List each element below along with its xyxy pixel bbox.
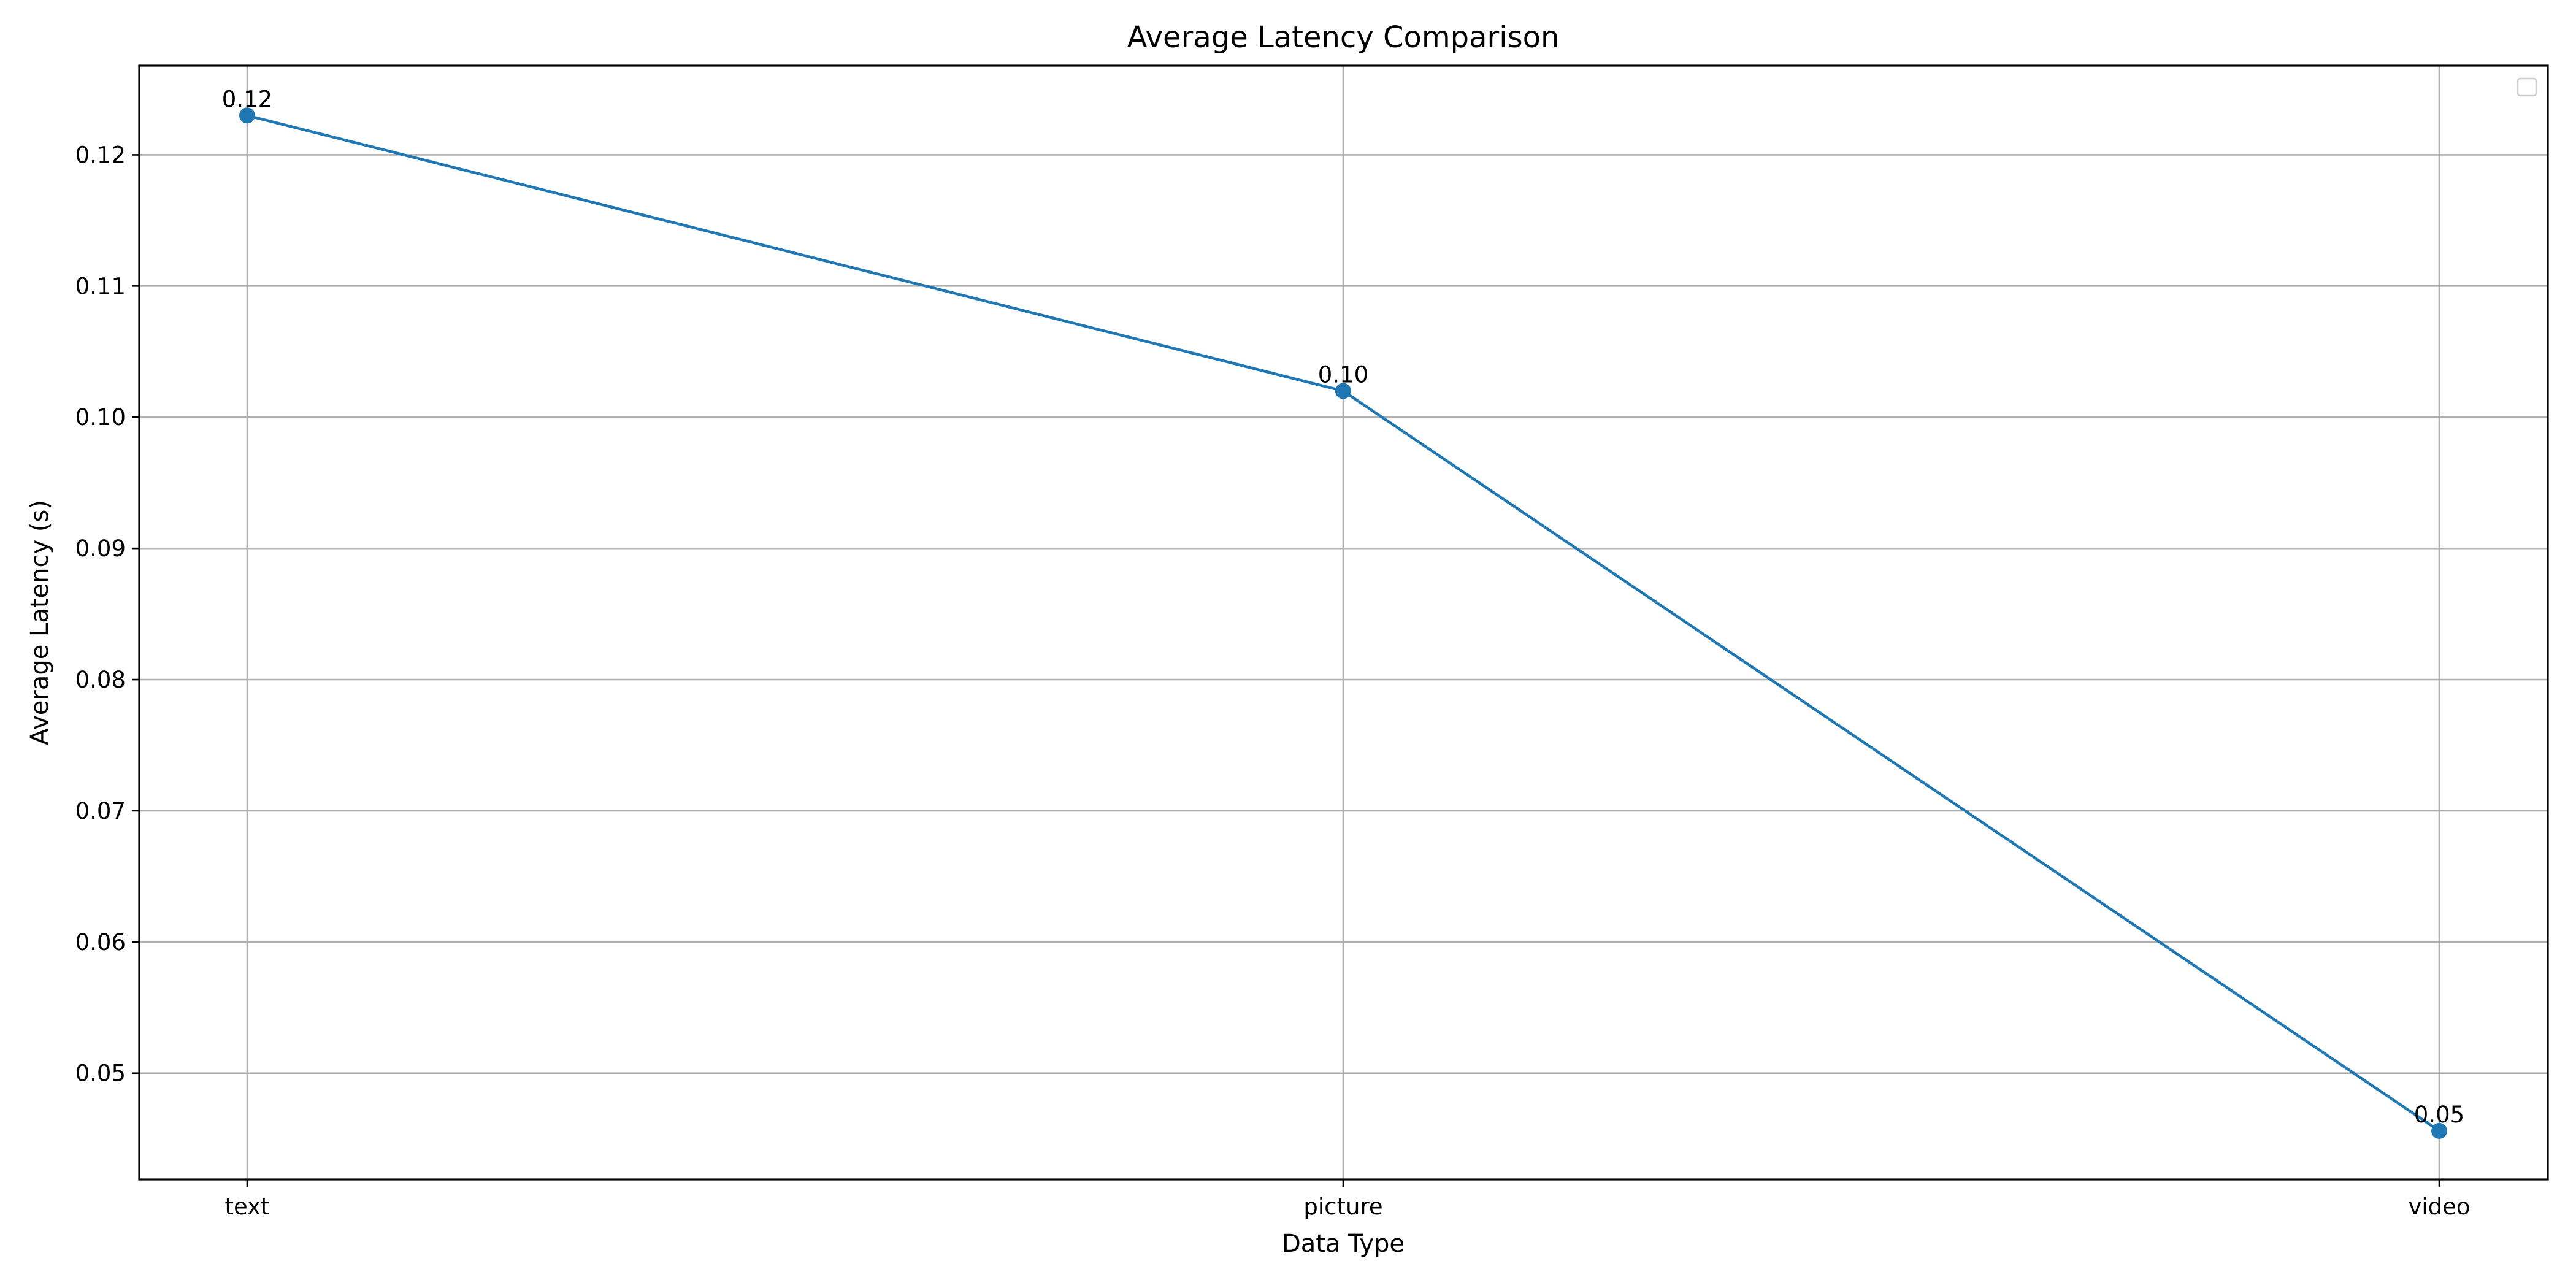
y-tick-label: 0.10 <box>75 404 126 431</box>
series-layer: 0.12 0.10 0.05 <box>222 86 2464 1139</box>
legend-box <box>2517 77 2537 97</box>
grid-lines <box>139 66 2548 1179</box>
y-tick-label: 0.11 <box>75 273 126 299</box>
data-label: 0.12 <box>222 86 272 112</box>
y-tick-label: 0.08 <box>75 667 126 693</box>
data-point <box>239 107 255 124</box>
y-tick-label: 0.06 <box>75 929 126 956</box>
y-tick-label: 0.09 <box>75 535 126 562</box>
data-label: 0.05 <box>2414 1102 2464 1128</box>
y-tick-label: 0.12 <box>75 142 126 168</box>
y-axis-ticks: 0.05 0.06 0.07 0.08 0.09 0.10 0.11 0.12 <box>75 142 139 1087</box>
chart-title: Average Latency Comparison <box>1127 20 1560 55</box>
y-tick-label: 0.07 <box>75 798 126 824</box>
data-point <box>2431 1122 2447 1139</box>
data-point <box>1335 383 1351 399</box>
x-tick-label: video <box>2408 1194 2470 1220</box>
x-tick-label: picture <box>1303 1194 1382 1220</box>
x-tick-label: text <box>224 1194 269 1220</box>
y-axis-label: Average Latency (s) <box>26 500 54 745</box>
y-tick-label: 0.05 <box>75 1060 126 1087</box>
x-axis-label: Data Type <box>1282 1230 1405 1258</box>
data-label: 0.10 <box>1318 361 1368 388</box>
x-axis-ticks: text picture video <box>224 1179 2471 1220</box>
